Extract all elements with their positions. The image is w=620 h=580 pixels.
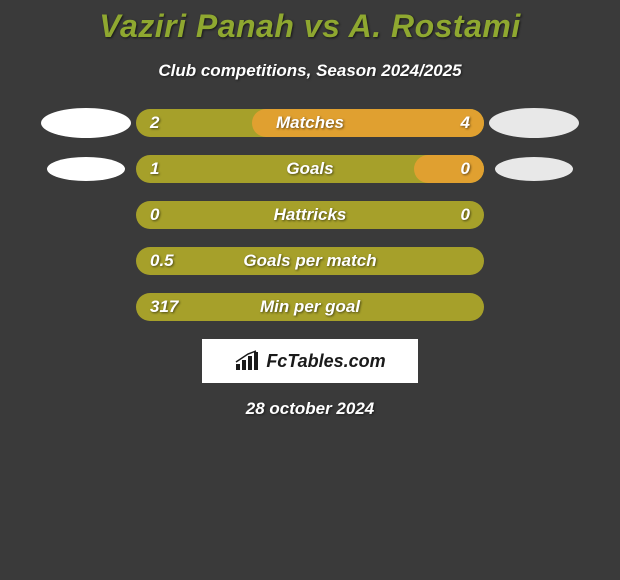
stat-bars-group: 2Matches41Goals00Hattricks00.5Goals per … <box>0 109 620 321</box>
left-side-slot <box>36 200 136 230</box>
stat-label: Goals <box>136 155 484 183</box>
right-side-slot <box>484 292 584 322</box>
left-side-slot <box>36 292 136 322</box>
date-label: 28 october 2024 <box>0 399 620 419</box>
stat-label: Min per goal <box>136 293 484 321</box>
stat-label: Hattricks <box>136 201 484 229</box>
stat-bar: 317Min per goal <box>136 293 484 321</box>
right-side-slot <box>484 246 584 276</box>
stat-label: Goals per match <box>136 247 484 275</box>
stat-row: 0.5Goals per match <box>0 247 620 275</box>
stat-right-value: 0 <box>461 201 470 229</box>
left-side-slot <box>36 246 136 276</box>
player-right-marker <box>489 108 579 138</box>
page-subtitle: Club competitions, Season 2024/2025 <box>0 61 620 81</box>
stat-right-value: 0 <box>461 155 470 183</box>
stat-row: 0Hattricks0 <box>0 201 620 229</box>
stat-right-value: 4 <box>461 109 470 137</box>
right-side-slot <box>484 200 584 230</box>
stat-row: 1Goals0 <box>0 155 620 183</box>
stat-bar: 1Goals0 <box>136 155 484 183</box>
stat-bar: 0Hattricks0 <box>136 201 484 229</box>
logo-text: FcTables.com <box>266 351 385 372</box>
page-title: Vaziri Panah vs A. Rostami <box>0 8 620 45</box>
stat-bar: 2Matches4 <box>136 109 484 137</box>
stat-bar: 0.5Goals per match <box>136 247 484 275</box>
player-right-marker <box>495 157 573 181</box>
left-side-slot <box>36 108 136 138</box>
left-side-slot <box>36 154 136 184</box>
player-left-marker <box>47 157 125 181</box>
bar-chart-icon <box>234 350 260 372</box>
stat-row: 317Min per goal <box>0 293 620 321</box>
stat-label: Matches <box>136 109 484 137</box>
right-side-slot <box>484 108 584 138</box>
infographic-root: Vaziri Panah vs A. Rostami Club competit… <box>0 0 620 419</box>
logo-badge: FcTables.com <box>202 339 418 383</box>
stat-row: 2Matches4 <box>0 109 620 137</box>
right-side-slot <box>484 154 584 184</box>
player-left-marker <box>41 108 131 138</box>
